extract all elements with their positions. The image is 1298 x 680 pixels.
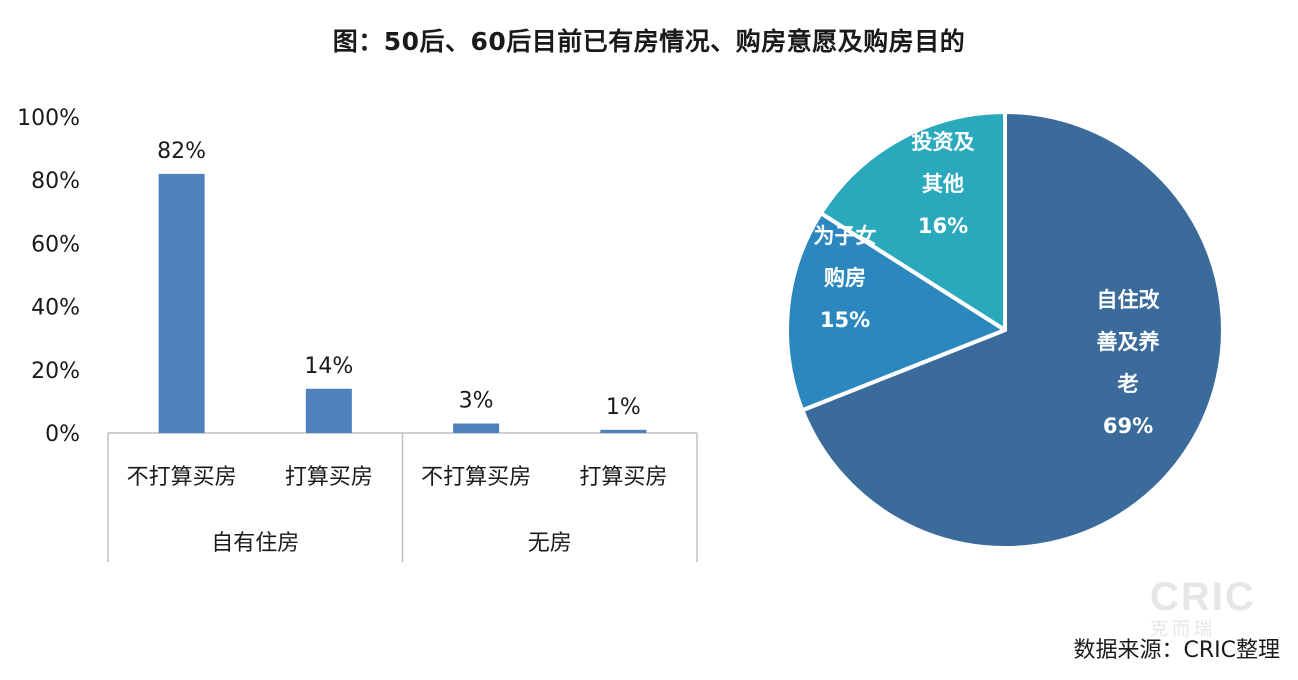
y-tick-label: 100% (17, 106, 80, 131)
y-tick-label: 60% (31, 232, 80, 257)
category-label: 不打算买房 (421, 465, 531, 490)
source-note: 数据来源：CRIC整理 (1073, 638, 1281, 663)
pie-slice (818, 110, 1007, 332)
category-label: 不打算买房 (127, 465, 237, 490)
category-label: 打算买房 (579, 465, 667, 490)
bar-chart: 0% 20% 40% 60% 80% 100% 82% 不打算买房 14% 打算买房 3% 不打算买房… (17, 106, 698, 562)
pie-slice-label: 善及养 (1097, 330, 1160, 354)
bar (453, 423, 500, 433)
pie-percent-label: 16% (918, 214, 968, 238)
bar (305, 388, 352, 433)
pie-slice-label: 投资及 (912, 130, 976, 154)
data-label: 3% (459, 389, 494, 414)
y-tick-label: 20% (31, 359, 80, 384)
data-label: 82% (157, 139, 206, 164)
y-tick-label: 40% (31, 296, 80, 321)
pie-slice (785, 211, 1007, 413)
watermark-main: CRIC (1150, 575, 1256, 619)
data-label: 1% (606, 395, 641, 420)
pie-slice-label: 购房 (824, 266, 866, 290)
watermark-sub: 克而瑞 (1150, 619, 1216, 639)
y-tick-label: 80% (31, 169, 80, 194)
pie-slice-label: 自住改 (1097, 288, 1161, 312)
chart-title: 图：50后、60后目前已有房情况、购房意愿及购房目的 (332, 27, 966, 56)
pie-slice (800, 110, 1225, 550)
group-label: 自有住房 (211, 531, 299, 556)
pie-slice-label: 其他 (922, 172, 964, 196)
group-label: 无房 (528, 531, 572, 556)
pie-slice-label: 老 (1118, 372, 1139, 396)
bar (600, 429, 647, 433)
pie-percent-label: 15% (820, 308, 870, 332)
y-tick-label: 0% (45, 422, 80, 447)
category-label: 打算买房 (285, 465, 373, 490)
bar (158, 173, 205, 433)
watermark: CRIC 克而瑞 (1150, 575, 1280, 641)
data-label: 14% (304, 354, 353, 379)
pie-percent-label: 69% (1103, 414, 1153, 438)
pie-slice-label: 为子女 (814, 224, 877, 248)
